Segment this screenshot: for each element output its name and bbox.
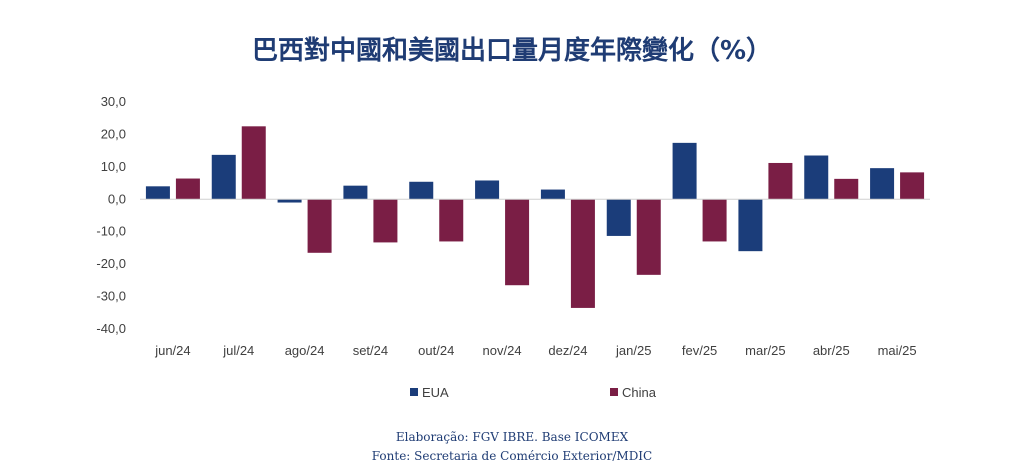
x-tick-label: nov/24 [483,343,522,358]
bar-china-ago-24 [307,199,332,253]
y-tick-label: 30,0 [101,94,126,109]
y-tick-label: 20,0 [101,126,126,141]
bars [145,126,925,308]
bar-china-jan-25 [636,199,661,275]
chart-title: 巴西對中國和美國出口量月度年際變化（%） [251,36,773,66]
y-tick-label: 10,0 [101,159,126,174]
bar-eua-fev-25 [672,142,697,200]
y-tick-label: -40,0 [96,321,126,336]
bar-chart: 30,0 20,0 10,0 0,0 -10,0 -20,0 -30,0 -40,0 jun/… [96,94,930,400]
bar-eua-ago-24 [277,199,302,203]
x-axis: jun/24 jul/24 ago/24 set/24 out/24 nov/24 dez/… [154,343,916,358]
bar-china-fev-25 [702,199,727,242]
x-tick-label: abr/25 [813,343,850,358]
x-tick-label: fev/25 [682,343,717,358]
bar-china-set-24 [373,199,398,243]
legend-swatch-eua [410,388,418,396]
legend: EUA China [410,385,657,400]
x-tick-label: out/24 [418,343,454,358]
bar-eua-mai-25 [870,168,895,200]
bar-eua-abr-25 [804,155,829,200]
x-tick-label: set/24 [353,343,388,358]
bar-china-abr-25 [834,178,859,200]
bar-eua-out-24 [409,181,434,200]
x-tick-label: dez/24 [548,343,587,358]
bar-eua-set-24 [343,185,368,200]
bar-eua-jan-25 [606,199,631,236]
x-tick-label: jan/25 [615,343,651,358]
footer-elaboration: Elaboração: FGV IBRE. Base ICOMEX [395,430,629,444]
x-tick-label: jun/24 [154,343,190,358]
x-tick-label: ago/24 [285,343,325,358]
bar-china-jul-24 [241,126,266,200]
bar-china-jun-24 [175,178,200,200]
footer: Elaboração: FGV IBRE. Base ICOMEX Fonte:… [0,428,1024,466]
y-tick-label: -10,0 [96,224,126,239]
y-tick-label: -30,0 [96,289,126,304]
y-tick-label: -20,0 [96,256,126,271]
bar-eua-mar-25 [738,199,763,252]
x-tick-label: mar/25 [745,343,785,358]
bar-eua-nov-24 [475,180,500,200]
legend-swatch-china [610,388,618,396]
bar-eua-jun-24 [145,186,170,200]
x-tick-label: jul/24 [222,343,254,358]
x-tick-label: mai/25 [878,343,917,358]
bar-china-mai-25 [900,172,925,200]
legend-label-china: China [622,385,657,400]
legend-label-eua: EUA [422,385,449,400]
y-tick-label: 0,0 [108,191,126,206]
bar-china-mar-25 [768,162,793,200]
bar-china-dez-24 [570,199,595,308]
footer-source: Fonte: Secretaria de Comércio Exterior/M… [371,449,653,463]
bar-eua-dez-24 [540,189,565,200]
bar-eua-jul-24 [211,154,236,200]
y-axis: 30,0 20,0 10,0 0,0 -10,0 -20,0 -30,0 -40,0 [96,94,126,336]
bar-china-nov-24 [505,199,530,286]
bar-china-out-24 [439,199,464,242]
